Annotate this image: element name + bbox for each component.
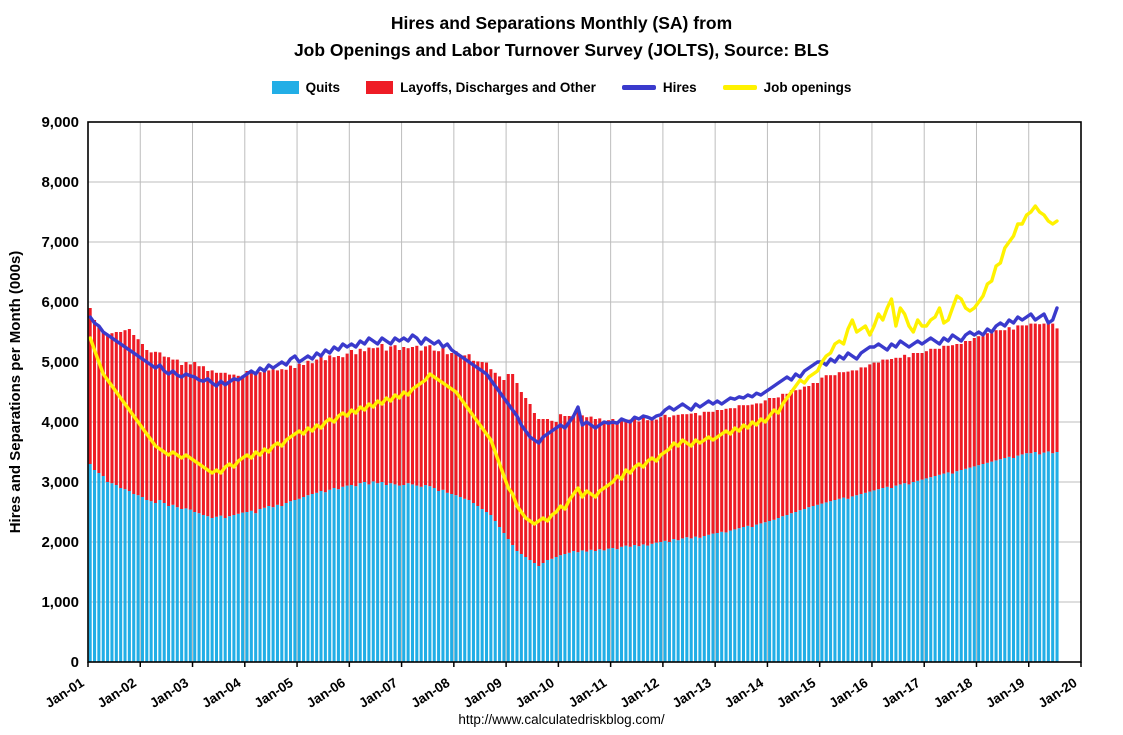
svg-text:Jan-11: Jan-11 — [566, 675, 610, 710]
hires-line-swatch-icon — [621, 85, 656, 90]
svg-text:0: 0 — [71, 654, 79, 671]
svg-text:Jan-18: Jan-18 — [931, 675, 975, 710]
legend-label-job-openings: Job openings — [763, 80, 852, 95]
legend-label-layoffs: Layoffs, Discharges and Other — [400, 80, 596, 95]
legend-item-hires: Hires — [621, 80, 697, 95]
layoffs-swatch-icon — [366, 81, 394, 94]
svg-text:Jan-01: Jan-01 — [43, 675, 87, 710]
chart-title-line2: Job Openings and Labor Turnover Survey (… — [293, 40, 830, 61]
svg-text:3,000: 3,000 — [41, 474, 79, 491]
svg-text:7,000: 7,000 — [41, 234, 79, 251]
svg-text:Jan-15: Jan-15 — [774, 675, 818, 710]
legend-item-layoffs: Layoffs, Discharges and Other — [366, 80, 596, 95]
chart-title-line1: Hires and Separations Monthly (SA) from — [390, 13, 733, 33]
svg-text:8,000: 8,000 — [41, 174, 79, 191]
svg-text:2,000: 2,000 — [41, 534, 79, 551]
chart-area: 0 1,000 2,000 3,000 4,000 5,000 6,000 7,000 8,00… — [0, 104, 1123, 715]
svg-text:Jan-05: Jan-05 — [252, 675, 296, 710]
svg-text:Jan-07: Jan-07 — [356, 675, 400, 710]
svg-text:Jan-10: Jan-10 — [513, 675, 557, 710]
svg-text:Jan-17: Jan-17 — [879, 675, 923, 710]
svg-text:Jan-02: Jan-02 — [95, 675, 139, 710]
svg-text:5,000: 5,000 — [41, 354, 79, 371]
legend-label-hires: Hires — [662, 80, 697, 95]
chart-legend: Quits Layoffs, Discharges and Other Hire… — [0, 80, 1123, 95]
svg-text:6,000: 6,000 — [41, 294, 79, 311]
svg-text:Jan-03: Jan-03 — [147, 675, 191, 710]
svg-text:Jan-13: Jan-13 — [670, 675, 714, 710]
svg-text:Jan-19: Jan-19 — [983, 675, 1027, 710]
chart-title: Hires and Separations Monthly (SA) from … — [0, 10, 1123, 64]
svg-text:Jan-04: Jan-04 — [199, 675, 243, 710]
svg-text:Hires and Separations per Mont: Hires and Separations per Month (000s) — [7, 251, 24, 534]
source-url: http://www.calculatedriskblog.com/ — [458, 712, 665, 727]
svg-text:9,000: 9,000 — [41, 114, 79, 131]
svg-text:4,000: 4,000 — [41, 414, 79, 431]
svg-text:Jan-08: Jan-08 — [408, 675, 452, 710]
chart-plot: 0 1,000 2,000 3,000 4,000 5,000 6,000 7,000 8,00… — [7, 114, 1082, 711]
quits-swatch-icon — [271, 81, 299, 94]
svg-text:Jan-12: Jan-12 — [617, 675, 661, 710]
legend-item-job-openings: Job openings — [722, 80, 852, 95]
job-openings-line-swatch-icon — [722, 85, 757, 90]
svg-text:Jan-09: Jan-09 — [461, 675, 505, 710]
svg-text:Jan-06: Jan-06 — [304, 675, 348, 710]
svg-text:Jan-14: Jan-14 — [722, 675, 766, 710]
svg-text:Jan-20: Jan-20 — [1036, 675, 1080, 710]
svg-text:1,000: 1,000 — [41, 594, 79, 611]
legend-item-quits: Quits — [271, 80, 341, 95]
legend-label-quits: Quits — [305, 80, 341, 95]
svg-text:Jan-16: Jan-16 — [827, 675, 871, 710]
